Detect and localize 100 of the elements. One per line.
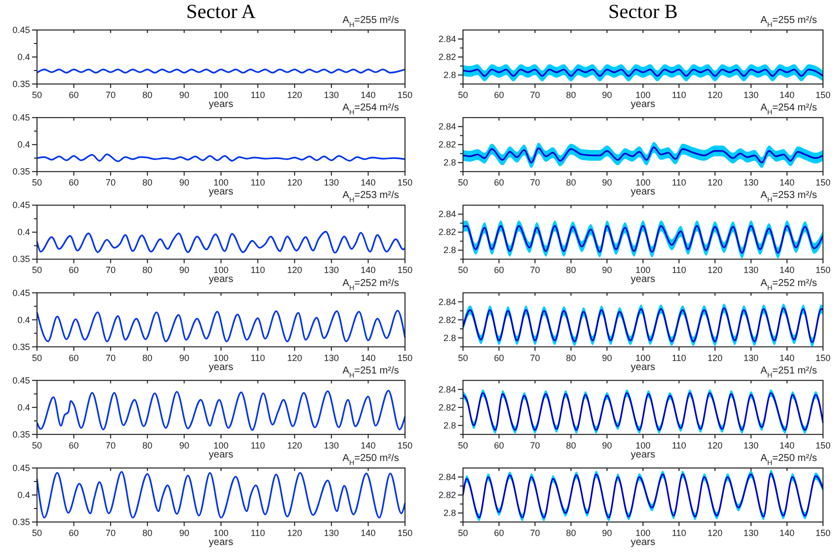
x-tick-label: 130 [743, 178, 759, 188]
x-tick-label: 70 [530, 352, 540, 363]
x-tick-label: 80 [566, 178, 576, 188]
x-tick-label: 50 [458, 440, 468, 450]
y-tick-label: 0.4 [17, 52, 30, 62]
x-axis-title: years [630, 274, 656, 286]
y-tick-label: 0.35 [12, 429, 30, 440]
x-tick-label: 80 [142, 265, 152, 276]
x-tick-label: 50 [32, 440, 42, 450]
x-tick-label: 60 [68, 528, 79, 538]
x-tick-label: 90 [179, 440, 190, 450]
x-tick-label: 100 [635, 440, 651, 450]
x-tick-label: 110 [250, 265, 265, 276]
x-tick-label: 110 [672, 440, 686, 450]
y-tick-label: 2.82 [438, 227, 456, 238]
y-tick-label: 0.45 [12, 463, 30, 473]
y-tick-label: 2.82 [438, 52, 456, 62]
x-tick-label: 90 [179, 528, 190, 538]
x-tick-label: 90 [602, 440, 612, 450]
x-tick-label: 100 [213, 90, 229, 100]
x-tick-label: 100 [635, 90, 651, 100]
x-tick-label: 50 [32, 90, 42, 100]
x-tick-label: 130 [324, 90, 339, 100]
x-tick-label: 80 [142, 440, 152, 450]
x-tick-label: 60 [68, 90, 79, 100]
x-tick-label: 140 [779, 352, 795, 363]
y-tick-label: 0.4 [17, 314, 30, 325]
y-tick-label: 2.8 [443, 420, 456, 430]
x-tick-label: 70 [106, 90, 116, 100]
x-tick-label: 100 [213, 265, 229, 276]
x-tick-label: 70 [530, 90, 540, 100]
x-tick-label: 90 [602, 528, 612, 538]
x-tick-label: 150 [397, 178, 413, 188]
y-tick-label: 2.8 [443, 508, 456, 518]
x-tick-label: 150 [397, 90, 413, 100]
text: A$_{H}$=250 m²/s [342, 453, 399, 466]
x-tick-label: 70 [106, 528, 116, 538]
x-tick-label: 120 [287, 528, 302, 538]
x-tick-label: 150 [397, 265, 413, 276]
x-tick-label: 120 [287, 440, 302, 450]
x-tick-label: 120 [287, 352, 302, 363]
y-tick-label: 0.35 [12, 517, 30, 527]
x-tick-label: 140 [779, 440, 795, 450]
x-tick-label: 100 [213, 352, 229, 363]
x-tick-label: 90 [602, 178, 612, 188]
x-tick-label: 150 [815, 265, 831, 276]
x-tick-label: 140 [360, 178, 376, 188]
chart-title: Sector A [186, 1, 256, 23]
x-tick-label: 60 [494, 352, 504, 363]
x-axis-title: years [208, 537, 234, 548]
text: A$_{H}$=252 m²/s [342, 278, 399, 292]
x-tick-label: 60 [494, 440, 504, 450]
x-tick-label: 130 [324, 440, 339, 450]
x-tick-label: 120 [287, 178, 302, 188]
x-tick-label: 120 [707, 90, 723, 100]
x-tick-label: 110 [672, 352, 686, 363]
x-tick-label: 110 [672, 90, 686, 100]
x-tick-label: 80 [142, 528, 152, 538]
x-tick-label: 60 [68, 352, 79, 363]
x-tick-label: 70 [106, 352, 116, 363]
x-tick-label: 100 [635, 265, 651, 276]
x-tick-label: 90 [179, 178, 190, 188]
y-tick-label: 0.35 [12, 79, 30, 89]
x-axis-title: years [208, 449, 234, 460]
x-tick-label: 150 [815, 352, 831, 363]
x-tick-label: 90 [179, 265, 190, 276]
text: A$_{H}$=254 m²/s [760, 102, 817, 116]
y-tick-label: 2.8 [443, 158, 456, 168]
x-axis-title: years [208, 186, 234, 198]
x-tick-label: 90 [602, 265, 612, 276]
x-tick-label: 70 [106, 178, 116, 188]
x-tick-label: 70 [530, 178, 540, 188]
y-tick-label: 2.84 [438, 122, 456, 132]
x-tick-label: 50 [32, 178, 42, 188]
x-tick-label: 130 [324, 528, 339, 538]
x-tick-label: 110 [250, 440, 265, 450]
y-tick-label: 0.45 [12, 288, 30, 298]
x-tick-label: 140 [360, 440, 376, 450]
y-tick-label: 2.82 [438, 402, 456, 412]
y-tick-label: 0.35 [12, 166, 30, 177]
x-tick-label: 70 [530, 440, 540, 450]
text: A$_{H}$=255 m²/s [760, 15, 817, 28]
y-tick-label: 0.4 [17, 227, 30, 238]
y-tick-label: 0.4 [17, 402, 30, 412]
text: A$_{H}$=251 m²/s [760, 365, 817, 379]
x-tick-label: 100 [635, 352, 651, 363]
x-tick-label: 70 [106, 265, 116, 276]
y-tick-label: 2.84 [438, 384, 456, 394]
x-tick-label: 120 [287, 265, 302, 276]
x-tick-label: 60 [494, 90, 504, 100]
x-tick-label: 110 [250, 178, 265, 188]
x-tick-label: 80 [566, 440, 576, 450]
x-tick-label: 60 [68, 265, 79, 276]
text: A$_{H}$=255 m²/s [342, 15, 399, 28]
y-tick-label: 2.8 [443, 332, 456, 343]
x-axis-title: years [630, 537, 656, 548]
x-tick-label: 120 [287, 90, 302, 100]
x-tick-label: 90 [179, 352, 190, 363]
text: A$_{H}$=253 m²/s [760, 190, 817, 204]
x-axis-title: years [630, 362, 656, 373]
